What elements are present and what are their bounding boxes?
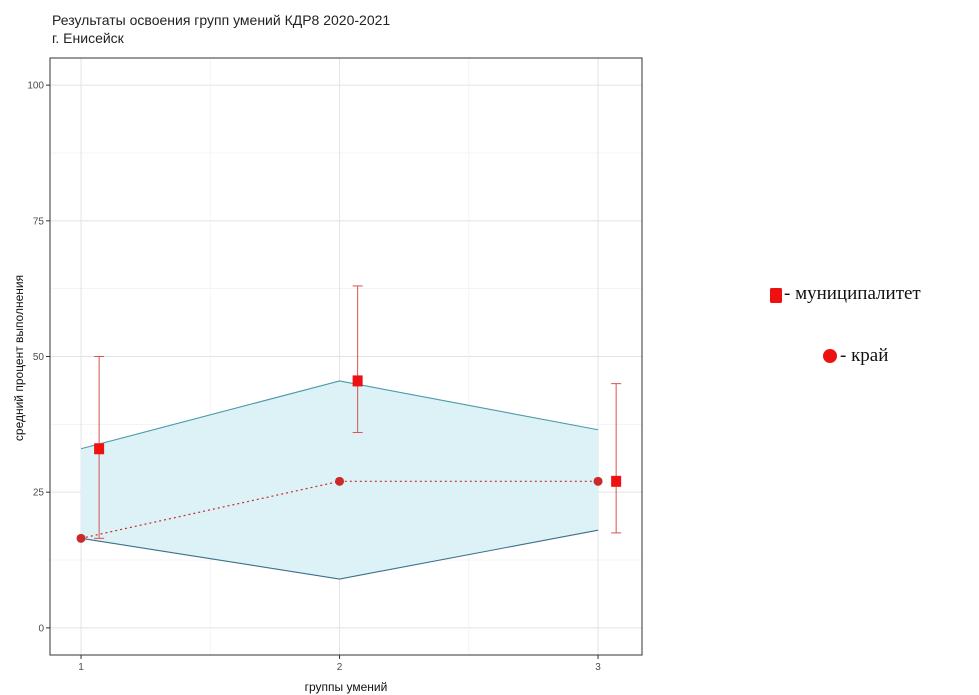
x-tick-label: 3 — [595, 662, 601, 673]
axis-ticks: 0 25 50 75 100 1 2 3 — [27, 81, 601, 673]
band-upper-edge — [80, 380, 599, 450]
series — [76, 285, 622, 543]
legend-label-region: - край — [840, 345, 888, 366]
y-tick-label: 75 — [33, 216, 45, 227]
x-tick-label: 1 — [78, 662, 84, 673]
band-lower-edge — [80, 529, 599, 580]
legend-circle-marker — [823, 349, 837, 363]
y-axis-title: средний процент выполнения — [12, 275, 26, 441]
x-axis-title: группы умений — [305, 680, 388, 694]
data-point-square — [94, 443, 105, 455]
y-tick-label: 0 — [38, 623, 44, 634]
data-point-circle — [335, 476, 345, 486]
data-point-circle — [593, 476, 603, 486]
legend-square-marker — [770, 288, 782, 303]
y-tick-label: 50 — [33, 352, 45, 363]
x-tick-label: 2 — [337, 662, 343, 673]
y-tick-label: 100 — [27, 81, 44, 92]
y-tick-label: 25 — [33, 488, 45, 499]
chart-subtitle: г. Енисейск — [52, 30, 125, 46]
data-point-square — [611, 475, 622, 487]
data-point-circle — [76, 533, 86, 543]
data-point-square — [352, 375, 363, 387]
legend-label-municipality: - муниципалитет — [784, 283, 921, 304]
legend: - муниципалитет - край — [770, 283, 921, 366]
chart-title: Результаты освоения групп умений КДР8 20… — [52, 12, 390, 28]
